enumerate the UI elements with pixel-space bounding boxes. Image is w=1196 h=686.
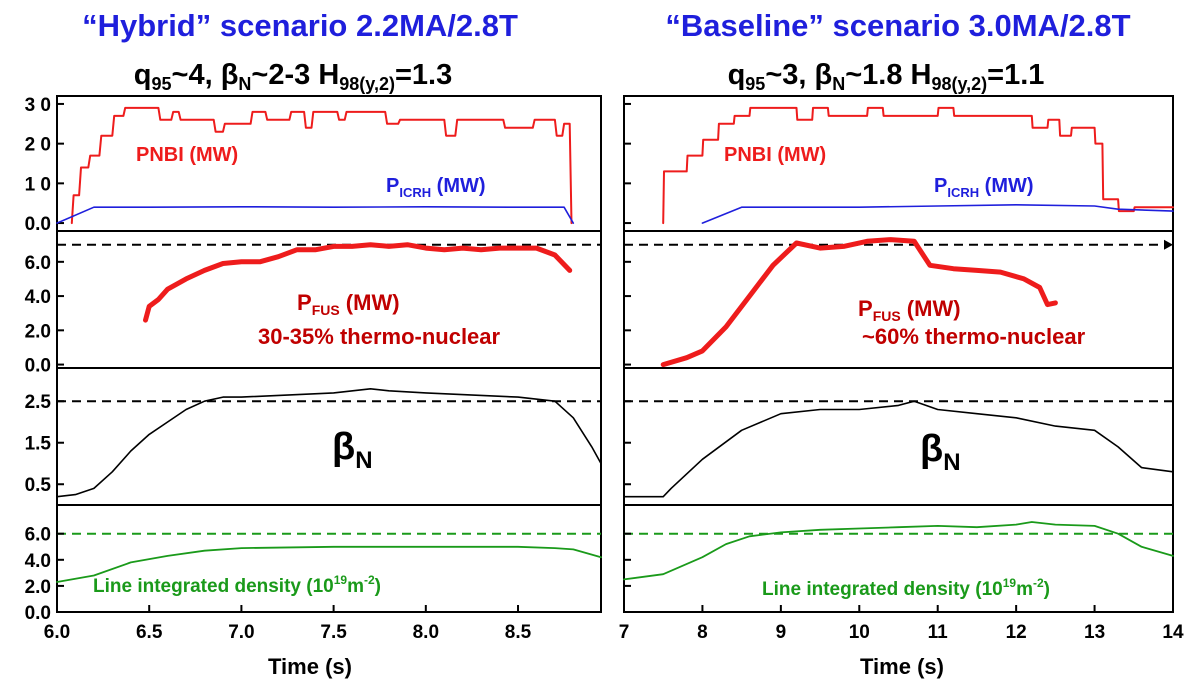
subplot-frame-density bbox=[623, 504, 1174, 613]
x-tick-label: 12 bbox=[1006, 622, 1027, 643]
right-subtitle: q95~3, βN~1.8 H98(y,2)=1.1 bbox=[728, 59, 1045, 94]
x-tick-label: 14 bbox=[1162, 622, 1184, 643]
y-tick-label: 1 0 bbox=[25, 174, 51, 195]
x-tick-label: 8 bbox=[697, 622, 708, 643]
subplot-frame-density bbox=[56, 504, 602, 613]
x-tick-label: 8.0 bbox=[413, 622, 439, 643]
series-fusion-power-0 bbox=[143, 242, 573, 323]
y-tick-label: 2.5 bbox=[25, 392, 52, 413]
y-tick-label: 0.5 bbox=[25, 475, 52, 496]
left-beta-n-label: βN bbox=[332, 426, 373, 474]
right-thermo-nuclear-label: ~60% thermo-nuclear bbox=[862, 324, 1086, 349]
y-tick-label: 6.0 bbox=[25, 253, 51, 274]
series-heating-1 bbox=[701, 204, 1174, 224]
reference-arrowhead bbox=[1164, 239, 1173, 250]
x-tick-label: 10 bbox=[849, 622, 870, 643]
right-title: “Baseline” scenario 3.0MA/2.8T bbox=[665, 8, 1130, 43]
y-tick-label: 3 0 bbox=[25, 95, 51, 116]
right-density-label: Line integrated density (1019m-2) bbox=[762, 576, 1050, 600]
series-beta-n-0 bbox=[623, 400, 1174, 498]
left-pnbi-label: PNBI (MW) bbox=[136, 144, 238, 166]
x-tick-label: 7.0 bbox=[228, 622, 254, 643]
series-heating-0 bbox=[70, 106, 573, 225]
subplot-frame-beta-n bbox=[56, 367, 602, 506]
left-picrh-label: PICRH (MW) bbox=[386, 175, 486, 200]
series-density-0 bbox=[56, 545, 602, 583]
subplot-frame-beta-n bbox=[623, 367, 1174, 506]
x-tick-label: 13 bbox=[1084, 622, 1105, 643]
x-tick-label: 7.5 bbox=[320, 622, 347, 643]
x-tick-label: 9 bbox=[776, 622, 787, 643]
series-heating-0 bbox=[662, 106, 1174, 225]
right-panel: 7 8 9 10 11 12 13 14 bbox=[619, 95, 1184, 643]
y-tick-label: 2 0 bbox=[25, 135, 51, 156]
left-panel: 3 02 01 00.06.04.02.00.02.51.50.56.04.02… bbox=[25, 95, 602, 643]
right-pnbi-label: PNBI (MW) bbox=[724, 144, 826, 166]
x-tick-label: 6.5 bbox=[136, 622, 163, 643]
left-title: “Hybrid” scenario 2.2MA/2.8T bbox=[82, 8, 518, 43]
left-density-label: Line integrated density (1019m-2) bbox=[93, 573, 381, 597]
y-tick-label: 1.5 bbox=[25, 434, 52, 455]
series-heating-1 bbox=[56, 206, 575, 224]
x-tick-label: 11 bbox=[928, 622, 949, 643]
y-tick-label: 6.0 bbox=[25, 525, 51, 546]
x-tick-label: 7 bbox=[619, 622, 630, 643]
series-beta-n-0 bbox=[56, 387, 602, 498]
left-subtitle: q95~4, βN~2-3 H98(y,2)=1.3 bbox=[134, 59, 452, 94]
right-picrh-label: PICRH (MW) bbox=[934, 175, 1034, 200]
series-density-0 bbox=[623, 521, 1174, 581]
y-tick-label: 0.0 bbox=[25, 603, 51, 624]
y-tick-label: 2.0 bbox=[25, 321, 51, 342]
y-tick-label: 0.0 bbox=[25, 356, 51, 377]
left-x-axis-label: Time (s) bbox=[268, 654, 352, 679]
y-tick-label: 4.0 bbox=[25, 551, 51, 572]
right-pfus-label: PFUS (MW) bbox=[858, 296, 961, 324]
y-tick-label: 0.0 bbox=[25, 214, 51, 235]
right-beta-n-label: βN bbox=[920, 428, 961, 476]
right-x-axis-label: Time (s) bbox=[860, 654, 944, 679]
y-tick-label: 4.0 bbox=[25, 287, 51, 308]
x-tick-label: 8.5 bbox=[505, 622, 532, 643]
left-pfus-label: PFUS (MW) bbox=[297, 290, 400, 318]
series-fusion-power-0 bbox=[660, 237, 1058, 368]
x-tick-label: 6.0 bbox=[44, 622, 70, 643]
y-tick-label: 2.0 bbox=[25, 577, 51, 598]
left-thermo-nuclear-label: 30-35% thermo-nuclear bbox=[258, 324, 501, 349]
